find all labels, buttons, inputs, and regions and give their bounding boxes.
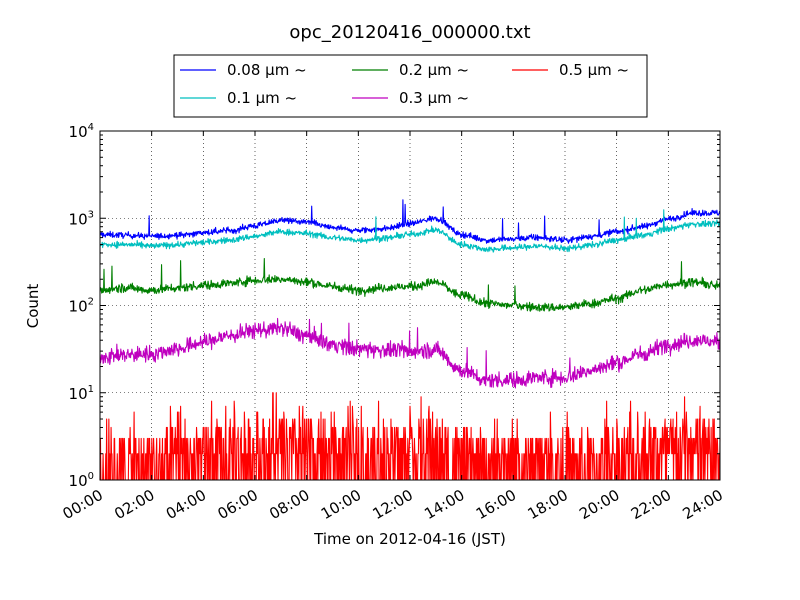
legend-entry-3: 0.3 μm ~ (352, 89, 469, 107)
series-line-0 (99, 199, 721, 244)
x-tick-label: 24:00 (680, 486, 726, 523)
x-tick-label: 10:00 (318, 486, 364, 523)
x-tick-label: 06:00 (215, 486, 261, 523)
x-tick-label: 12:00 (370, 486, 416, 523)
x-tick-label: 14:00 (421, 486, 467, 523)
x-tick-label: 18:00 (525, 486, 571, 523)
x-tick-labels: 00:00 02:00 04:00 06:00 08:00 10:00 12:00 14:00… (60, 486, 726, 523)
y-axis-label: Count (24, 284, 42, 329)
x-tick-label: 02:00 (111, 486, 157, 523)
series-line-4 (99, 392, 721, 481)
legend-label-2: 0.2 μm ~ (399, 61, 469, 79)
chart-title: opc_20120416_000000.txt (289, 22, 530, 43)
y-tick-label-0: 100 (69, 471, 94, 490)
legend-label-4: 0.5 μm ~ (559, 61, 629, 79)
series-line-2 (99, 258, 721, 312)
legend-label-0: 0.08 μm ~ (227, 61, 307, 79)
x-axis-label: Time on 2012-04-16 (JST) (313, 530, 506, 548)
y-tick-label-1: 101 (69, 384, 94, 403)
legend-box (173, 54, 648, 118)
legend-label-1: 0.1 μm ~ (227, 89, 297, 107)
legend-entry-2: 0.2 μm ~ (352, 61, 469, 79)
series-line-3 (99, 317, 721, 389)
x-tick-label: 20:00 (576, 486, 622, 523)
x-tick-label: 22:00 (628, 486, 674, 523)
legend-label-3: 0.3 μm ~ (399, 89, 469, 107)
ticks (99, 130, 721, 481)
legend-entry-0: 0.08 μm ~ (180, 61, 307, 79)
x-tick-label: 04:00 (163, 486, 209, 523)
series-layer (99, 199, 721, 481)
y-tick-label-2: 102 (69, 297, 94, 316)
legend-entry-4: 0.5 μm ~ (512, 61, 629, 79)
y-tick-label-3: 103 (69, 209, 94, 228)
legend-entry-1: 0.1 μm ~ (180, 89, 297, 107)
y-tick-label-4: 104 (69, 122, 94, 141)
series-line-1 (99, 209, 721, 253)
y-tick-labels: 100 101 102 103 104 (69, 122, 94, 490)
x-tick-label: 08:00 (266, 486, 312, 523)
grid (100, 131, 720, 480)
x-tick-label: 16:00 (473, 486, 519, 523)
x-tick-label: 00:00 (60, 486, 106, 523)
